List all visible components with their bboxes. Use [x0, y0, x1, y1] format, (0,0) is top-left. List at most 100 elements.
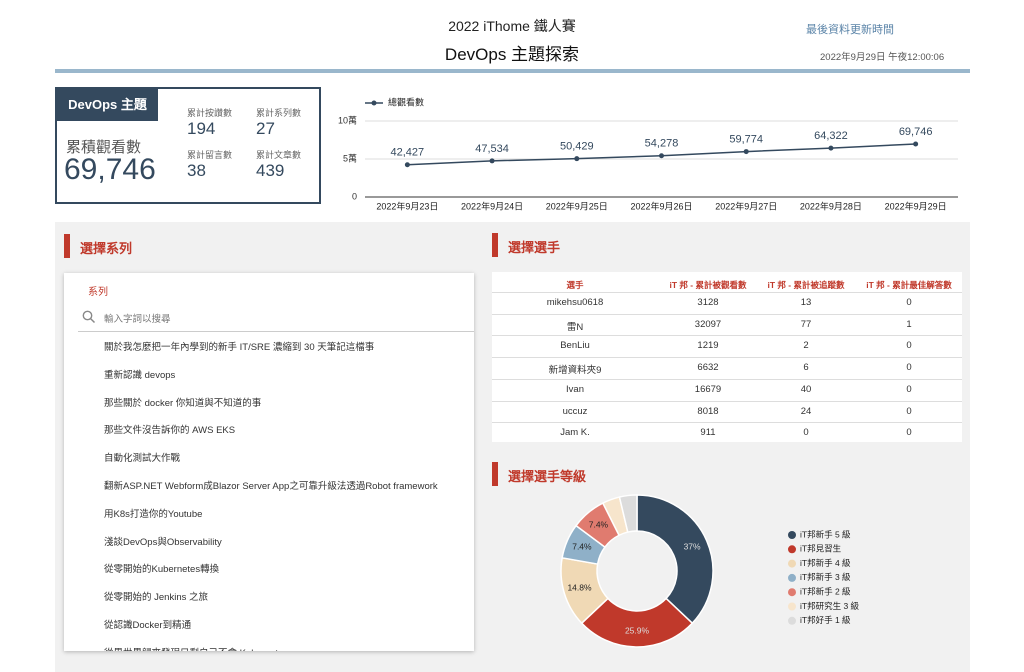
table-cell[interactable]: 雷N — [566, 321, 584, 333]
table-cell: 40 — [800, 383, 812, 395]
slice-label: 7.4% — [589, 519, 609, 529]
heading-bar — [492, 233, 498, 257]
search-underline — [78, 331, 474, 332]
data-point — [913, 141, 919, 147]
legend-marker — [788, 573, 796, 582]
data-point — [404, 162, 410, 168]
column-header: iT 邦 - 累計被追蹤數 — [767, 280, 845, 290]
series-item[interactable]: 翻新ASP.NET Webform成Blazor Server App之可靠升級… — [104, 481, 438, 492]
row-rule — [492, 422, 962, 424]
slice-label: 7.4% — [572, 541, 592, 551]
slice-label: 37% — [684, 541, 701, 551]
data-point — [743, 149, 749, 155]
series-item[interactable]: 自動化測試大作戰 — [104, 453, 181, 465]
x-tick-label: 2022年9月25日 — [546, 200, 608, 211]
table-cell[interactable]: uccuz — [562, 405, 588, 417]
slice-label: 25.9% — [625, 625, 650, 635]
legend-marker — [788, 531, 796, 539]
update-label: 最後資料更新時間 — [806, 24, 894, 36]
table-cell: 911 — [700, 427, 716, 439]
views-label: 累積觀看數 — [66, 139, 142, 156]
table-cell: 16679 — [694, 383, 722, 395]
table-cell: 13 — [800, 297, 812, 308]
column-header: 選手 — [566, 280, 584, 290]
stat-value: 38 — [187, 161, 206, 180]
stat-label: 累計留言數 — [187, 150, 233, 160]
legend-marker — [788, 588, 796, 597]
pie-slice — [618, 494, 638, 533]
legend-label: iT邦新手 2 級 — [800, 586, 851, 596]
row-rule — [492, 313, 962, 315]
summary-tag: DevOps 主題 — [57, 89, 158, 121]
legend-dot — [371, 100, 377, 106]
stat-label: 累計按讚數 — [187, 108, 233, 118]
data-point — [828, 145, 834, 151]
x-tick-label: 2022年9月28日 — [800, 200, 862, 211]
legend-marker — [788, 545, 796, 554]
series-item[interactable]: 關於我怎麼把一年內學到的新手 IT/SRE 濃縮到 30 天筆記這檔事 — [104, 342, 375, 353]
table-cell: 0 — [906, 340, 912, 352]
row-rule — [492, 378, 962, 380]
table-cell: 77 — [800, 318, 812, 330]
stat-value: 439 — [256, 161, 285, 180]
data-label: 50,429 — [560, 141, 594, 153]
table-cell: 32097 — [694, 318, 722, 330]
views-value: 69,746 — [64, 153, 156, 186]
row-rule — [492, 400, 962, 402]
series-item[interactable]: 重新認識 devops — [104, 369, 176, 381]
legend-label: iT邦新手 4 級 — [800, 558, 851, 568]
series-item[interactable]: 從零開始的Kubernetes轉換 — [104, 564, 220, 576]
series-item[interactable]: 從認識Docker到精通 — [104, 620, 192, 631]
pie-slice — [636, 494, 714, 625]
row-rule — [492, 357, 962, 359]
legend-marker — [788, 616, 796, 625]
series-item[interactable]: 從異世界歸來發現只剩自己不會 Kubernetes — [104, 645, 288, 651]
table-cell: 8018 — [697, 405, 719, 417]
series-item[interactable]: 那些關於 docker 你知道與不知道的事 — [104, 397, 262, 409]
table-cell: 0 — [906, 427, 912, 439]
data-point — [574, 156, 580, 162]
table-cell: 0 — [906, 383, 912, 395]
data-label: 42,427 — [391, 147, 425, 159]
table-cell: 6632 — [697, 362, 719, 374]
search-icon — [82, 310, 96, 324]
legend-label: iT邦新手 3 級 — [800, 572, 851, 582]
stat-label: 累計文章數 — [256, 150, 302, 160]
table-card — [492, 272, 962, 442]
section-heading: 選擇系列 — [80, 241, 133, 256]
column-header: iT 邦 - 累計最佳解答數 — [866, 280, 952, 290]
stat-value: 194 — [187, 119, 216, 138]
stat-label: 累計系列數 — [256, 108, 302, 118]
heading-bar — [64, 234, 70, 258]
legend-label: iT邦研究生 3 級 — [800, 601, 860, 611]
x-tick-label: 2022年9月29日 — [885, 200, 947, 211]
table-cell[interactable]: Ivan — [566, 383, 584, 395]
table-cell[interactable]: BenLiu — [560, 340, 590, 352]
slice-label: 14.8% — [567, 582, 592, 592]
legend-marker — [788, 602, 796, 611]
data-label: 54,278 — [645, 138, 679, 150]
data-label: 59,774 — [729, 133, 763, 145]
series-item[interactable]: 淺談DevOps與Observability — [104, 536, 222, 548]
page-title: 2022 iThome 鐵人賽 — [448, 18, 576, 34]
table-cell: 0 — [906, 362, 912, 374]
series-item[interactable]: 從零開始的 Jenkins 之旅 — [104, 592, 208, 604]
search-input[interactable]: 輸入字詞以搜尋 — [104, 314, 171, 325]
y-tick-label: 5萬 — [343, 152, 357, 163]
line-chart: 0 5萬 10萬 2022年9月23日 2022年9月24日 2022年9月25日 2022… — [338, 96, 958, 211]
series-item[interactable]: 那些文件沒告訴你的 AWS EKS — [104, 425, 236, 437]
table-cell[interactable]: mikehsu0618 — [546, 297, 604, 308]
table-cell[interactable]: 新增資料夾9 — [548, 365, 602, 377]
x-tick-label: 2022年9月26日 — [630, 200, 692, 211]
x-tick-label: 2022年9月24日 — [461, 200, 523, 211]
table-cell: 1 — [906, 318, 912, 330]
row-rule — [492, 335, 962, 337]
legend-marker — [788, 559, 796, 568]
table-cell: 0 — [803, 427, 809, 439]
legend-label: 總觀看數 — [388, 96, 424, 107]
series-item[interactable]: 用K8s打造你的Youtube — [104, 508, 203, 520]
table-cell[interactable]: Jam K. — [560, 427, 590, 439]
y-tick-label: 10萬 — [338, 114, 357, 125]
